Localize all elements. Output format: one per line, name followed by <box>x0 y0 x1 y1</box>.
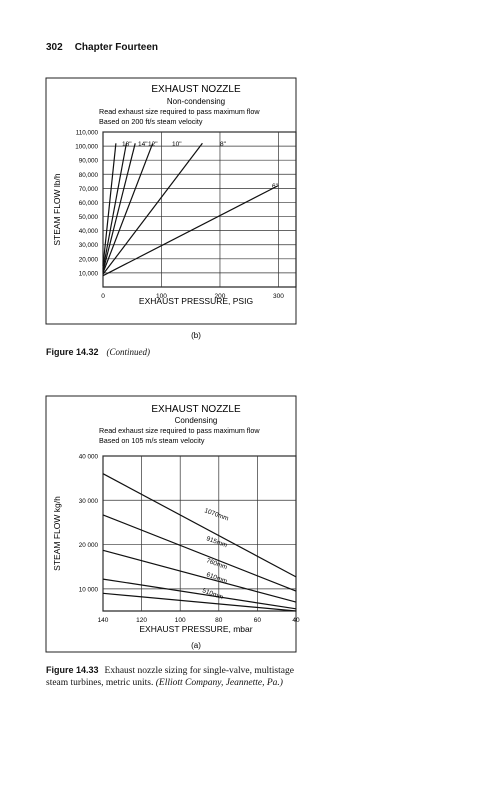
y-axis-label: STEAM FLOW lb/h <box>52 173 62 246</box>
series-label: 8" <box>220 141 227 148</box>
x-tick-label: 300 <box>273 293 284 300</box>
y-tick-label: 100,000 <box>75 144 98 151</box>
series-line <box>102 592 297 612</box>
figure-continued: (Continued) <box>106 347 151 357</box>
x-tick-label: 80 <box>215 617 223 624</box>
y-tick-label: 40 000 <box>79 454 99 461</box>
x-tick-label: 100 <box>175 617 186 624</box>
chart-title: EXHAUST NOZZLE <box>151 84 241 95</box>
chapter-title: Chapter Fourteen <box>74 42 159 53</box>
series-line <box>102 143 136 272</box>
y-tick-label: 60,000 <box>79 200 99 207</box>
plot-area <box>102 455 297 612</box>
series-line <box>102 514 297 592</box>
series-label: 1070mm <box>203 507 229 522</box>
page-header: 302 Chapter Fourteen <box>46 42 158 53</box>
y-tick-label: 90,000 <box>79 158 99 165</box>
series-line <box>102 549 297 603</box>
chart-note: Based on 105 m/s steam velocity <box>99 436 205 445</box>
x-tick-label: 60 <box>254 617 262 624</box>
x-tick-label: 120 <box>136 617 147 624</box>
y-tick-label: 110,000 <box>76 130 99 137</box>
y-tick-label: 10,000 <box>79 270 99 277</box>
chart-note: Based on 200 ft/s steam velocity <box>99 117 203 126</box>
figure-14-33-caption: Figure 14.33 Exhaust nozzle sizing for si… <box>46 664 308 689</box>
figure-source: (Elliott Company, Jeannette, Pa.) <box>155 678 283 688</box>
figure-text: Exhaust nozzle sizing for single-valve, … <box>46 666 294 688</box>
x-tick-label: 200 <box>215 293 226 300</box>
series-label: 510mm <box>201 587 224 601</box>
x-tick-label: 0 <box>101 293 105 300</box>
figure-label: Figure 14.32 <box>46 347 99 357</box>
chart-subtitle: Non-condensing <box>167 97 225 106</box>
chart-subtitle: Condensing <box>175 416 218 425</box>
series-label: 6" <box>272 183 279 190</box>
x-axis-label: EXHAUST PRESSURE, PSIG <box>139 296 253 306</box>
chart-title: EXHAUST NOZZLE <box>151 404 241 415</box>
series-line <box>102 578 297 610</box>
series-line <box>102 473 297 578</box>
series-label: 10" <box>172 141 182 148</box>
series-label: 14" <box>138 141 148 148</box>
y-tick-label: 70,000 <box>79 186 99 193</box>
series-label: 12" <box>148 141 158 148</box>
y-tick-label: 80,000 <box>79 172 99 179</box>
page-number: 302 <box>46 42 63 53</box>
panel-label: (b) <box>191 331 201 340</box>
y-tick-label: 30 000 <box>79 498 99 505</box>
series-label: 18" <box>122 141 132 148</box>
y-tick-label: 50,000 <box>79 214 99 221</box>
x-tick-label: 100 <box>156 293 167 300</box>
series-line <box>102 143 117 266</box>
y-axis-label: STEAM FLOW kg/h <box>52 496 62 571</box>
y-tick-label: 20 000 <box>79 542 99 549</box>
figure-label: Figure 14.33 <box>46 665 99 675</box>
series-label: 915mm <box>205 535 228 549</box>
y-tick-label: 40,000 <box>79 228 99 235</box>
series-line <box>102 143 127 270</box>
x-tick-label: 40 <box>292 617 300 624</box>
y-tick-label: 10 000 <box>79 586 99 593</box>
x-axis-label: EXHAUST PRESSURE, mbar <box>139 624 252 634</box>
figure-14-32-caption: Figure 14.32 (Continued) <box>46 347 150 357</box>
chart-note: Read exhaust size required to pass maxim… <box>99 107 260 116</box>
y-tick-label: 20,000 <box>79 256 99 263</box>
series-line <box>102 184 279 277</box>
series-label: 610mm <box>205 571 228 585</box>
chart-note: Read exhaust size required to pass maxim… <box>99 426 260 435</box>
y-tick-label: 30,000 <box>79 242 99 249</box>
panel-label: (a) <box>191 641 201 650</box>
series-line <box>102 142 203 275</box>
x-tick-label: 140 <box>98 617 109 624</box>
series-line <box>102 143 154 274</box>
